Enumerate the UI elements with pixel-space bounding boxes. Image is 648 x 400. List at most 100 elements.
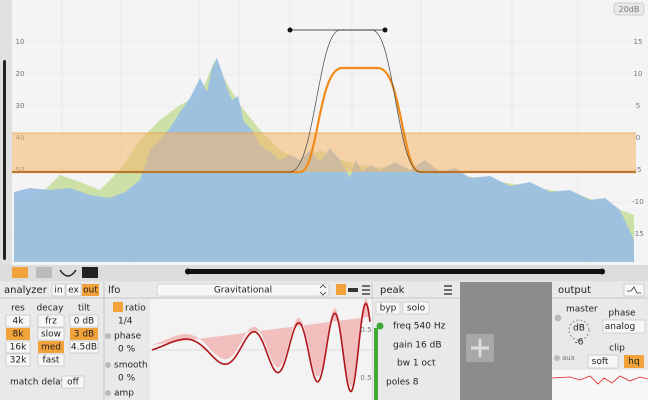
peak-curve [12, 66, 636, 174]
freq-dot[interactable] [376, 322, 384, 330]
clip-dropdown[interactable] [587, 354, 619, 369]
bypass-label[interactable]: byp [380, 304, 397, 314]
tilt-option[interactable]: 3 dB [74, 330, 94, 340]
phase-value[interactable]: analog [605, 322, 635, 332]
right-axis-label: 10 [634, 70, 643, 78]
view-button[interactable] [36, 267, 52, 278]
left-axis-label: 30 [16, 102, 25, 110]
res-button[interactable] [6, 328, 30, 340]
range-button[interactable] [613, 2, 645, 16]
peak-param[interactable]: bw 1 oct [397, 359, 436, 369]
bw-handle[interactable] [382, 27, 388, 33]
right-axis-label: 0 [636, 134, 640, 142]
match-delay-button[interactable] [61, 375, 85, 389]
mode-label[interactable]: out [83, 286, 98, 296]
tilt-button[interactable] [70, 328, 98, 340]
menu-icon[interactable] [362, 285, 370, 295]
decay-button[interactable] [38, 341, 64, 353]
hq-button[interactable] [624, 355, 644, 368]
peak-param[interactable]: freq 540 Hz [393, 322, 446, 332]
decay-button[interactable] [37, 314, 65, 328]
param-label: amp [114, 389, 134, 399]
param-value[interactable]: 0 % [118, 345, 136, 355]
tilt-option[interactable]: 4.5dB [71, 343, 97, 353]
res-option[interactable]: 16k [10, 343, 27, 353]
lfo-scale: 0.5 [360, 326, 371, 334]
param-label: ratio [125, 304, 146, 314]
match-delay-value[interactable]: off [67, 378, 80, 388]
range-label[interactable]: 20dB [619, 5, 640, 14]
master-knob[interactable] [568, 319, 590, 341]
clip-label: clip [609, 344, 625, 354]
preset-name[interactable]: Gravitational [214, 286, 272, 296]
peak-param[interactable]: gain 16 dB [393, 341, 442, 351]
right-axis-label: -10 [632, 198, 643, 206]
mode-button[interactable] [82, 284, 99, 296]
ratio-icon[interactable] [113, 302, 123, 312]
output-scope [552, 370, 648, 400]
param-dot [105, 333, 111, 339]
right-axis-label: 15 [634, 38, 643, 46]
bypass-button[interactable] [375, 301, 401, 315]
master-value[interactable]: -6 [575, 338, 584, 348]
res-button[interactable] [5, 314, 31, 328]
decay-button[interactable] [37, 353, 65, 367]
decay-button[interactable] [37, 327, 65, 341]
res-button[interactable] [5, 353, 31, 367]
res-option[interactable]: 8k [13, 330, 25, 340]
panel-title: peak [380, 285, 405, 296]
view-button[interactable] [12, 267, 28, 278]
solo-label[interactable]: solo [407, 304, 426, 314]
mode-button[interactable] [65, 283, 82, 297]
decay-option[interactable]: med [41, 343, 61, 353]
side-scroll[interactable] [3, 60, 6, 260]
mode-label[interactable]: ex [68, 286, 79, 296]
lfo-button[interactable] [336, 284, 346, 295]
clip-value[interactable]: soft [592, 357, 609, 367]
right-axis-label: -15 [632, 230, 643, 238]
lfo-button[interactable] [348, 288, 358, 292]
plus-icon [471, 339, 489, 357]
param-value[interactable]: 1/4 [118, 317, 133, 327]
hq-label[interactable]: hq [628, 357, 639, 367]
scroll-handle[interactable] [185, 268, 191, 275]
panel-title: analyzer [4, 285, 48, 296]
decay-option[interactable]: frz [45, 317, 57, 327]
res-option[interactable]: 32k [10, 356, 27, 366]
peak-param[interactable]: poles 8 [386, 378, 419, 388]
solo-button[interactable] [402, 301, 430, 315]
decay-option[interactable]: fast [43, 356, 60, 366]
column-label: decay [36, 304, 64, 314]
panel-title: lfo [108, 285, 120, 296]
mode-label[interactable]: in [54, 286, 62, 296]
phase-label: phase [608, 309, 636, 319]
param-label: phase [114, 332, 142, 342]
bw-handle[interactable] [287, 27, 293, 33]
phase-dropdown[interactable] [602, 319, 646, 334]
left-axis-label: 20 [16, 70, 25, 78]
tilt-button[interactable] [69, 340, 99, 354]
preset-dropdown[interactable] [156, 283, 330, 297]
lfo-band [152, 298, 370, 387]
curve-button[interactable] [59, 269, 77, 277]
mode-button[interactable] [51, 283, 66, 297]
column-label: res [11, 304, 25, 314]
scroll-handle[interactable] [599, 268, 605, 275]
scrollbar[interactable] [185, 269, 605, 274]
res-option[interactable]: 4k [13, 317, 25, 327]
keys-button[interactable] [82, 267, 98, 278]
res-button[interactable] [5, 340, 31, 354]
right-axis-label: -5 [635, 166, 642, 174]
tilt-button[interactable] [69, 314, 99, 328]
menu-icon[interactable] [444, 285, 452, 295]
curve-toggle[interactable] [623, 283, 645, 297]
param-value[interactable]: 0 % [118, 374, 136, 384]
dropdown-arrow [319, 284, 327, 296]
tilt-option[interactable]: 0 dB [74, 317, 94, 327]
decay-option[interactable]: slow [41, 330, 61, 340]
param-dot [105, 362, 111, 368]
gain-meter [374, 328, 378, 400]
master-unit: dB [573, 324, 585, 334]
param-dot [554, 314, 562, 322]
